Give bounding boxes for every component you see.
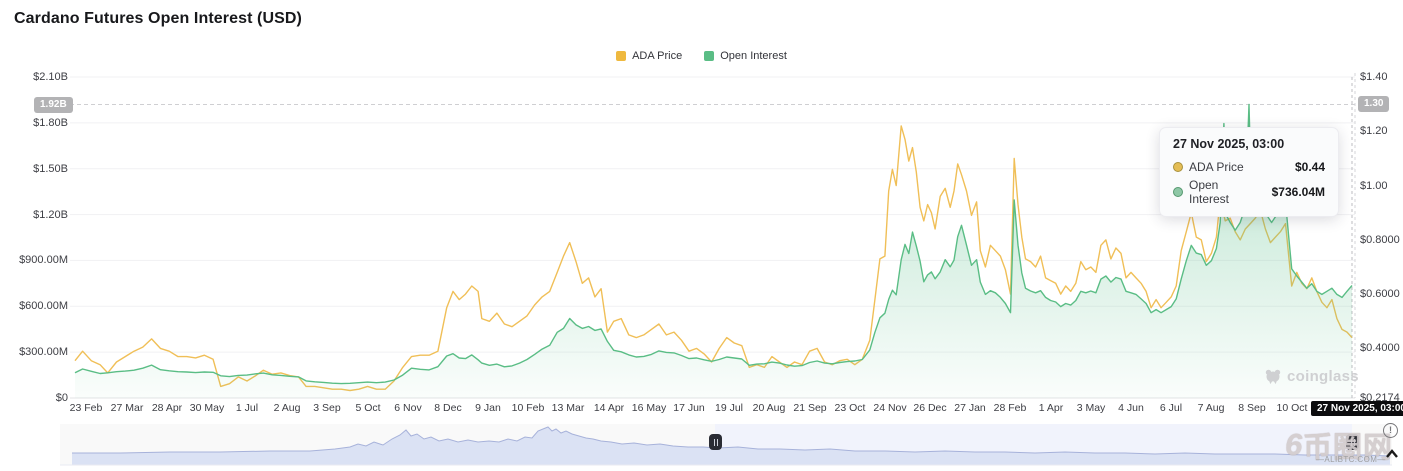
open-interest-marker-icon bbox=[1173, 187, 1183, 197]
ada-price-marker-icon bbox=[1173, 162, 1183, 172]
open-interest-area bbox=[75, 104, 1352, 398]
date-axis-tick: 28 Apr bbox=[151, 402, 183, 414]
date-axis-tick: 10 Feb bbox=[511, 402, 545, 414]
date-axis-tick: 6 Nov bbox=[394, 402, 422, 414]
navigator-handle-right[interactable] bbox=[1346, 434, 1359, 450]
date-axis-tick: 13 Mar bbox=[551, 402, 585, 414]
oi-axis-tick: $600.00M bbox=[19, 300, 68, 313]
oi-axis-tick: $0 bbox=[55, 392, 68, 404]
oi-axis-tick: $1.50B bbox=[33, 162, 68, 175]
tooltip-row-open-interest: Open Interest $736.04M bbox=[1173, 178, 1325, 206]
alibtc-site-name: 币圈网 bbox=[1303, 432, 1394, 464]
legend-label-open-interest: Open Interest bbox=[720, 50, 787, 62]
alibtc-domain: —ALIBTC.COM— bbox=[1316, 455, 1386, 464]
open-interest-swatch bbox=[704, 51, 715, 61]
legend-item-open-interest[interactable]: Open Interest bbox=[704, 50, 787, 62]
coinglass-wordmark: coinglass bbox=[1287, 367, 1359, 385]
date-axis-tick: 1 Apr bbox=[1038, 402, 1064, 414]
coinglass-watermark: coinglass bbox=[1264, 367, 1359, 385]
ada-price-swatch bbox=[616, 51, 627, 61]
date-axis-tick: 16 May bbox=[631, 402, 667, 414]
date-axis-tick: 6 Jul bbox=[1159, 402, 1183, 414]
oi-axis-tick: $300.00M bbox=[19, 346, 68, 359]
date-axis-tick: 23 Oct bbox=[834, 402, 866, 414]
navigator-area bbox=[72, 427, 1390, 465]
date-axis-tick: 28 Feb bbox=[993, 402, 1027, 414]
navigator-line bbox=[72, 426, 1391, 457]
date-axis-tick: 2 Aug bbox=[273, 402, 301, 414]
alert-icon: ! bbox=[1383, 423, 1398, 438]
date-axis-tick: 3 Sep bbox=[313, 402, 341, 414]
price-level-badge: 1.30 bbox=[1358, 96, 1390, 113]
legend-label-ada-price: ADA Price bbox=[632, 50, 683, 62]
price-axis-tick: $0.8000 bbox=[1360, 233, 1400, 246]
tooltip-label-ada-price: ADA Price bbox=[1189, 160, 1244, 174]
date-axis-tick: 14 Apr bbox=[593, 402, 625, 414]
oi-axis-tick: $2.10B bbox=[33, 71, 68, 83]
tooltip: 27 Nov 2025, 03:00 ADA Price $0.44 Open … bbox=[1159, 127, 1339, 217]
date-axis-tick: 10 Oct bbox=[1276, 402, 1308, 414]
oi-axis-tick: $1.80B bbox=[33, 116, 68, 129]
date-axis-tick: 5 Oct bbox=[355, 402, 381, 414]
legend: ADA Price Open Interest bbox=[0, 50, 1403, 62]
tooltip-date: 27 Nov 2025, 03:00 bbox=[1173, 137, 1285, 151]
date-axis-tick: 7 Aug bbox=[1197, 402, 1225, 414]
date-axis-tick: 23 Feb bbox=[69, 402, 103, 414]
price-axis-tick: $1.00 bbox=[1360, 179, 1388, 192]
tooltip-row-ada-price: ADA Price $0.44 bbox=[1173, 160, 1325, 174]
open-interest-line bbox=[74, 103, 1353, 385]
date-axis-tick: 24 Nov bbox=[873, 402, 907, 414]
date-axis-tick: 19 Jul bbox=[714, 402, 744, 414]
chevron-up-icon[interactable] bbox=[1385, 447, 1399, 459]
date-axis-tick: 4 Jun bbox=[1118, 402, 1144, 414]
date-axis-tick: 8 Dec bbox=[434, 402, 462, 414]
date-axis-tick: 17 Jun bbox=[673, 402, 705, 414]
oi-max-badge: 1.92B bbox=[34, 96, 73, 113]
price-axis-tick: $0.4000 bbox=[1360, 342, 1400, 355]
oi-axis-tick: $1.20B bbox=[33, 208, 68, 221]
date-axis-tick: 21 Sep bbox=[793, 402, 827, 414]
alibtc-logo: 6 bbox=[1285, 427, 1303, 462]
navigator-handle-left[interactable] bbox=[709, 434, 722, 450]
crosshair-date-label: 27 Nov 2025, 03:00 bbox=[1311, 401, 1403, 416]
tooltip-value-open-interest: $736.04M bbox=[1271, 185, 1325, 199]
legend-item-ada-price[interactable]: ADA Price bbox=[616, 50, 682, 62]
date-axis-tick: 8 Sep bbox=[1238, 402, 1266, 414]
date-axis-tick: 20 Aug bbox=[752, 402, 786, 414]
oi-axis-tick: $900.00M bbox=[19, 254, 68, 267]
date-axis-tick: 30 May bbox=[189, 402, 225, 414]
date-axis-tick: 3 May bbox=[1076, 402, 1106, 414]
date-axis-tick: 9 Jan bbox=[475, 402, 501, 414]
chart-title: Cardano Futures Open Interest (USD) bbox=[14, 10, 302, 27]
coinglass-gorilla-icon bbox=[1265, 369, 1281, 385]
price-axis-tick: $1.40 bbox=[1360, 71, 1388, 83]
tooltip-value-ada-price: $0.44 bbox=[1294, 160, 1325, 174]
price-axis-tick: $1.20 bbox=[1360, 125, 1388, 138]
tooltip-label-open-interest: Open Interest bbox=[1189, 178, 1230, 206]
date-axis-tick: 27 Mar bbox=[110, 402, 144, 414]
date-axis-tick: 26 Dec bbox=[913, 402, 947, 414]
date-axis-tick: 1 Jul bbox=[235, 402, 259, 414]
price-axis-tick: $0.6000 bbox=[1360, 288, 1400, 301]
date-axis-tick: 27 Jan bbox=[954, 402, 986, 414]
